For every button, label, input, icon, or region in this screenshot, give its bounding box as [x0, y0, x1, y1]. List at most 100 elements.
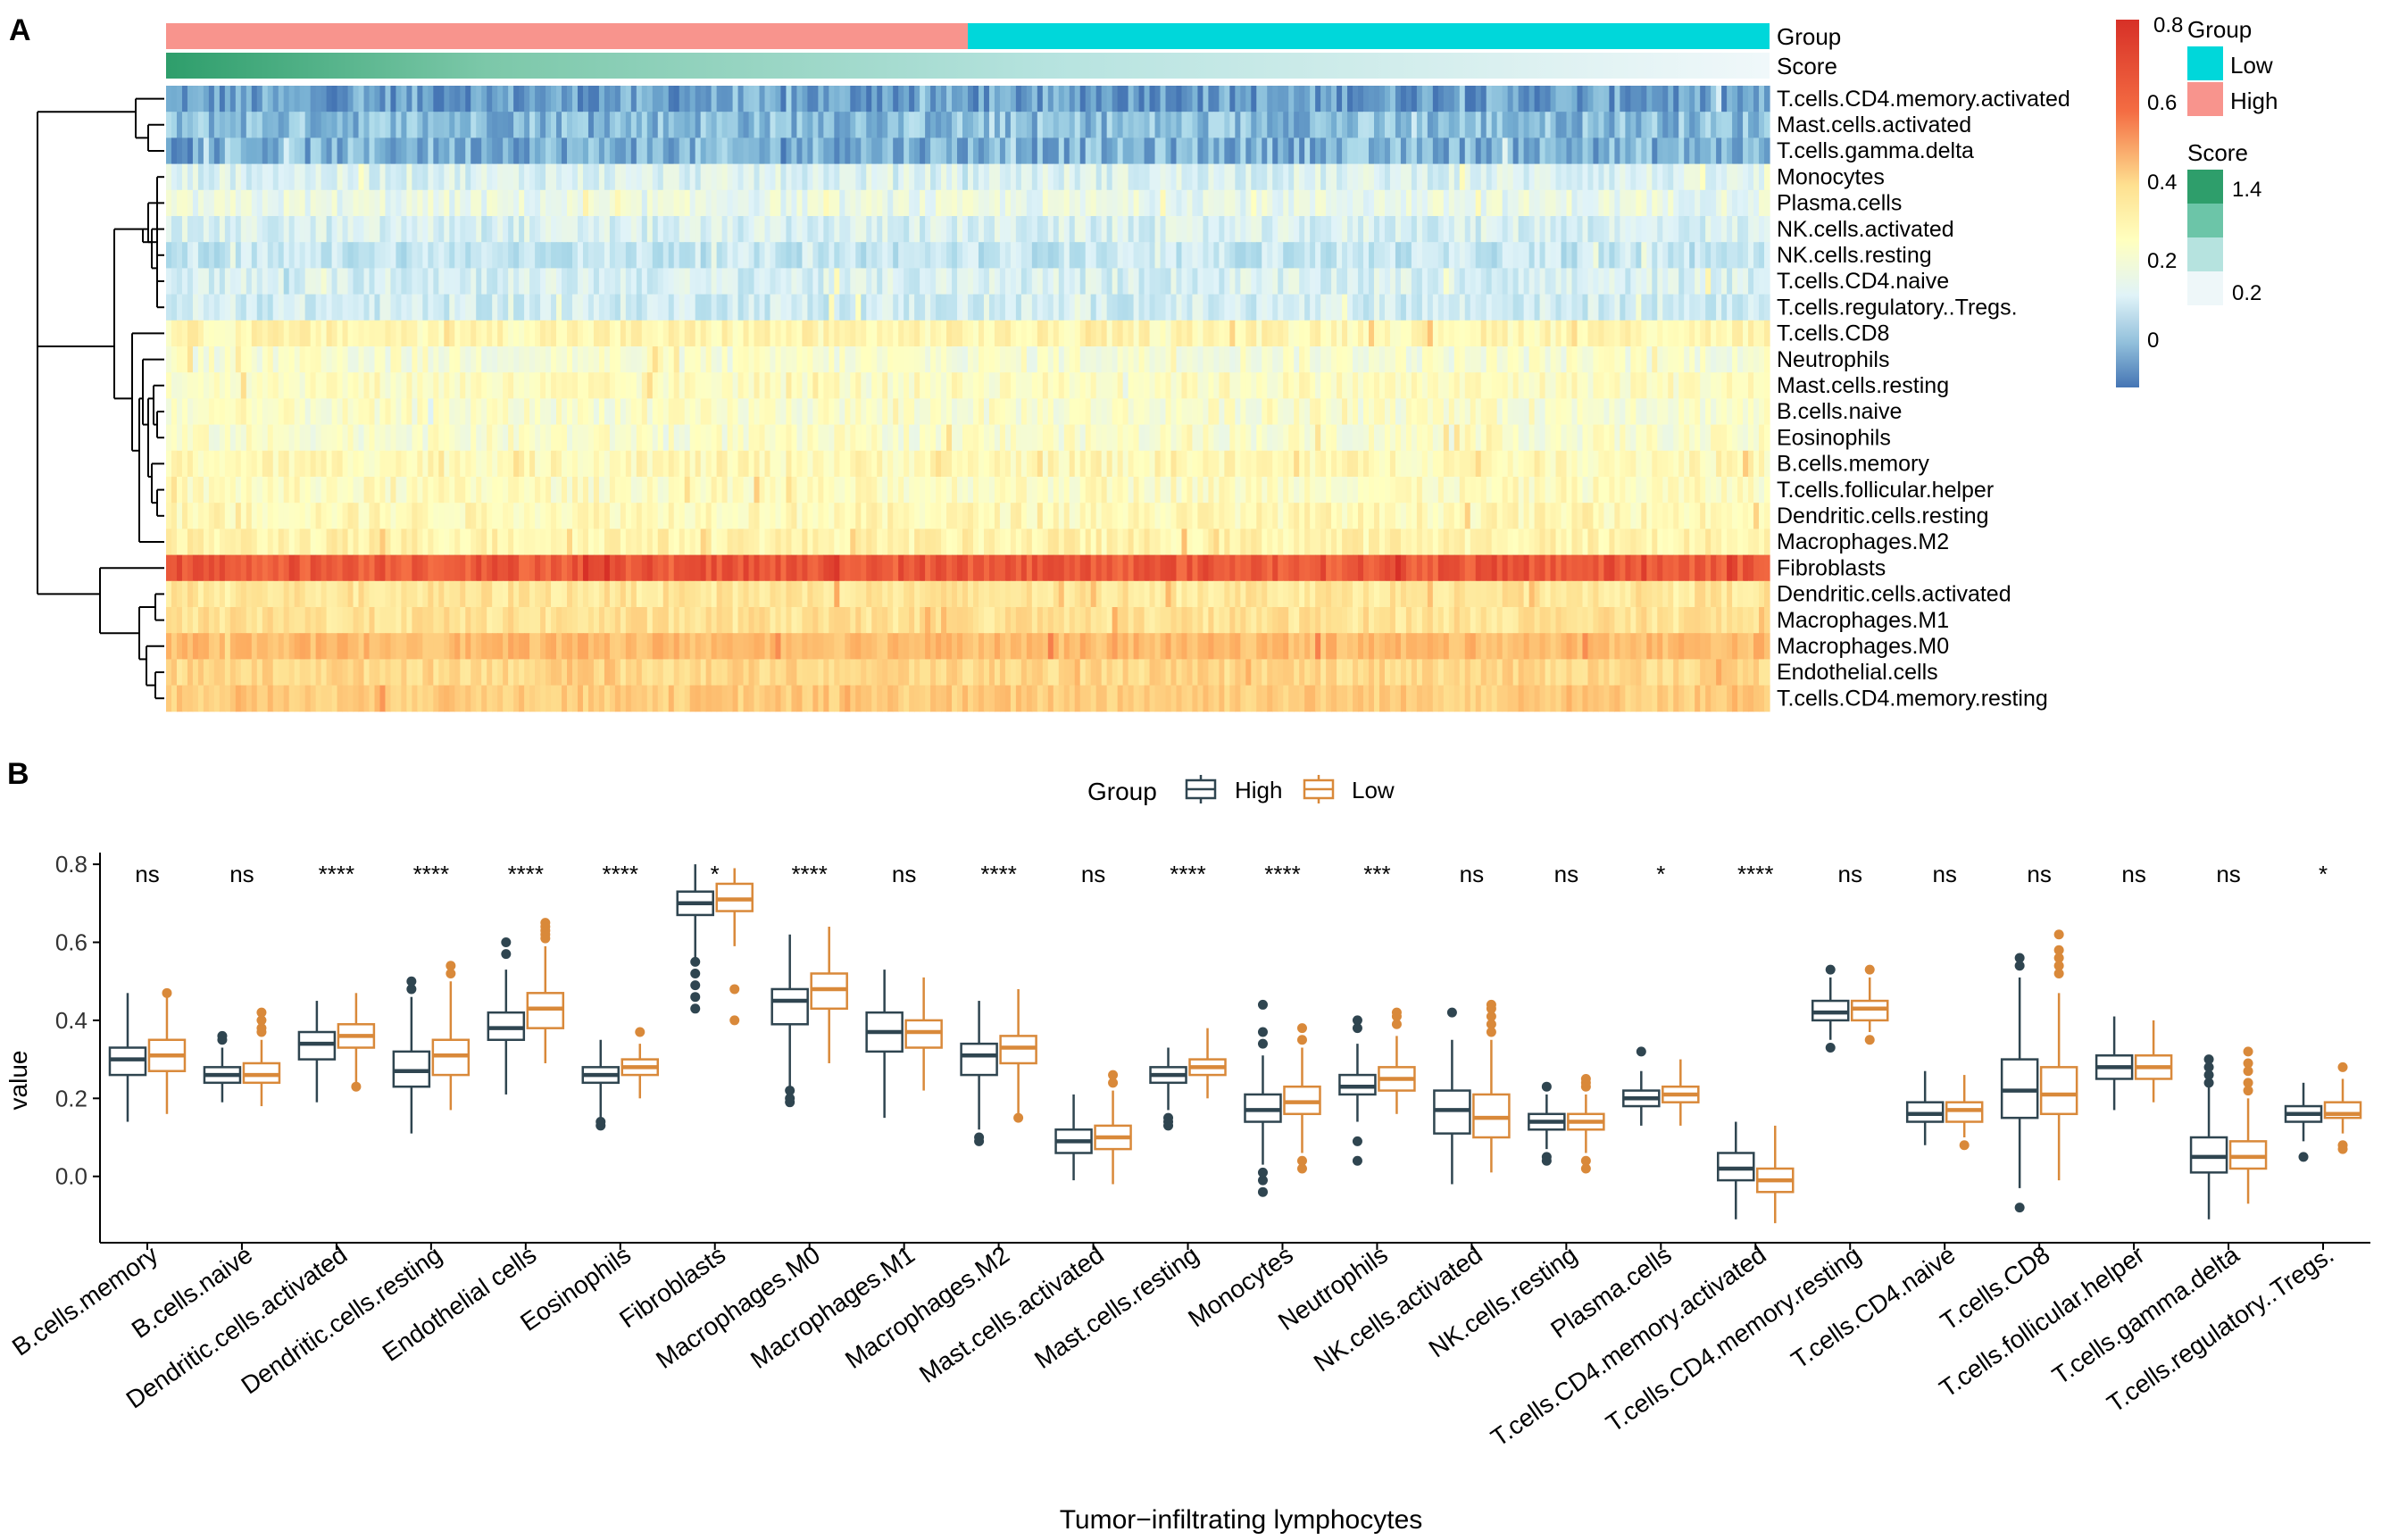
box-high: [770, 934, 809, 1108]
outlier-point: [1825, 964, 1836, 975]
significance-label: *: [1656, 861, 1665, 887]
box-low: [904, 977, 943, 1091]
row-label: Mast.cells.activated: [1777, 112, 1971, 137]
heatmap-row: [166, 320, 1770, 347]
box-high: [960, 1001, 998, 1146]
score-tick-min: 0.2: [2232, 281, 2261, 305]
row-label: NK.cells.activated: [1777, 217, 1954, 242]
row-label: Plasma.cells: [1777, 191, 1902, 216]
outlier-point: [1352, 1136, 1362, 1146]
outlier-point: [1486, 1019, 1496, 1029]
significance-label: ****: [508, 861, 544, 887]
heatmap-row: [166, 503, 1770, 529]
box: [2039, 1066, 2078, 1116]
box-high: [2000, 953, 2039, 1213]
x-tick-label: Macrophages.M2: [840, 1241, 1014, 1374]
outlier-point: [1825, 1043, 1836, 1053]
outlier-point: [2337, 1061, 2348, 1072]
box-low: [1756, 1125, 1795, 1224]
box-high: [1244, 999, 1282, 1197]
outlier-point: [2053, 929, 2064, 940]
row-label: T.cells.CD8: [1777, 321, 1889, 346]
x-tick-label: Macrophages.M1: [745, 1241, 920, 1374]
row-label: NK.cells.resting: [1777, 243, 1932, 268]
box-low: [1850, 964, 1889, 1045]
significance-label: *: [2319, 861, 2328, 887]
box-high: [487, 937, 526, 1095]
outlier-point: [1257, 1167, 1268, 1178]
outlier-point: [2243, 1078, 2253, 1088]
value-tick-0: 0.8: [2153, 13, 2183, 37]
outlier-point: [256, 1007, 267, 1018]
score-legend-swatch: [2187, 237, 2223, 271]
significance-label: ****: [1264, 861, 1300, 887]
outlier-point: [635, 1027, 645, 1037]
significance-label: ns: [1460, 861, 1484, 887]
heatmap-row: [166, 685, 1770, 712]
outlier-point: [2203, 1070, 2214, 1080]
significance-label: ****: [980, 861, 1016, 887]
outlier-point: [785, 1086, 795, 1096]
outlier-point: [690, 980, 701, 991]
box-high: [2189, 1054, 2228, 1220]
outlier-point: [1391, 1007, 1402, 1018]
box-low: [620, 1027, 660, 1099]
box-low: [242, 1007, 281, 1107]
significance-labels: ns ns **** **** **** **** * **** ns **** ns **** ***…: [135, 861, 2328, 887]
box-high: [1811, 964, 1850, 1053]
outlier-point: [1864, 964, 1875, 975]
outlier-point: [1636, 1046, 1646, 1057]
x-tick-labels: B.cells.memoryB.cells.naiveDendritic.cel…: [7, 1240, 2339, 1452]
score-legend-swatch: [2187, 204, 2223, 237]
heatmap-row: [166, 216, 1770, 243]
box-low: [1567, 1073, 1605, 1174]
row-dendrogram: [37, 97, 164, 700]
box-high: [865, 970, 904, 1119]
row-label: B.cells.memory: [1777, 452, 1929, 477]
legend-key-low: [1303, 775, 1335, 803]
box-low: [526, 918, 565, 1063]
heatmap-row: [166, 268, 1770, 296]
outlier-point: [501, 949, 512, 960]
heatmap-row: [166, 242, 1770, 269]
box-low: [810, 927, 848, 1063]
score-legend-title: Score: [2187, 139, 2248, 166]
outlier-point: [1257, 1186, 1268, 1197]
outlier-point: [1486, 999, 1496, 1010]
row-label: Neutrophils: [1777, 347, 1889, 372]
y-tick-label: 0.8: [55, 851, 87, 878]
heatmap-row: [166, 372, 1770, 399]
outlier-point: [2053, 961, 2064, 971]
box-high: [1054, 1094, 1093, 1181]
row-label: Fibroblasts: [1777, 555, 1886, 580]
x-tick-label: Endothelial cells: [378, 1241, 542, 1367]
row-label: T.cells.gamma.delta: [1777, 138, 1974, 163]
outlier-point: [1163, 1112, 1174, 1123]
value-tick-1: 0.6: [2147, 91, 2177, 115]
row-label: T.cells.CD4.memory.resting: [1777, 686, 2048, 711]
group-legend-label-high: High: [2230, 87, 2278, 114]
outlier-point: [2203, 1054, 2214, 1065]
box-low: [1662, 1059, 1700, 1126]
heatmap-row: [166, 137, 1770, 165]
outlier-point: [501, 937, 512, 948]
heatmap-row: [166, 294, 1770, 321]
outlier-point: [1257, 1038, 1268, 1049]
value-tick-3: 0.2: [2147, 249, 2177, 273]
significance-label: ns: [1081, 861, 1105, 887]
box-low: [431, 961, 471, 1111]
box-high: [1433, 1007, 1471, 1185]
outlier-point: [1580, 1163, 1591, 1174]
panel-label-b: B: [7, 757, 29, 791]
outlier-point: [1541, 1152, 1552, 1162]
y-tick-label: 0.2: [55, 1085, 87, 1111]
outlier-point: [1541, 1081, 1552, 1092]
heatmap-annotation-bars: [166, 23, 1770, 79]
heatmap-row: [166, 450, 1770, 478]
outlier-point: [1580, 1073, 1591, 1084]
box: [770, 987, 809, 1026]
significance-label: ****: [791, 861, 827, 887]
significance-label: ns: [2121, 861, 2145, 887]
outlier-point: [690, 968, 701, 978]
